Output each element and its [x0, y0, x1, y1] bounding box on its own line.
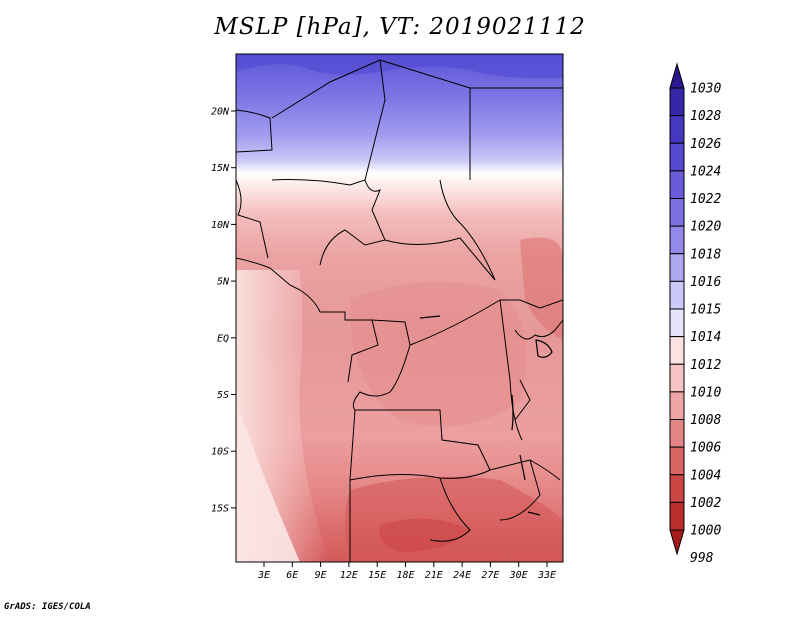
- colorbar-label: 1020: [690, 220, 721, 235]
- colorbar-label: 1028: [690, 109, 721, 124]
- colorbar-label: 1008: [690, 413, 721, 428]
- lat-tick-label: 15N: [211, 163, 230, 174]
- lon-tick-label: 18E: [396, 570, 414, 581]
- colorbar-swatch: [669, 115, 685, 144]
- lat-tick-label: 10S: [211, 447, 229, 458]
- lon-tick-label: 30E: [509, 570, 528, 581]
- ocean-pale-edge: [236, 400, 300, 562]
- colorbar-label: 998: [690, 551, 714, 566]
- colorbar-label: 1010: [690, 385, 721, 400]
- country-borders: [236, 59, 563, 562]
- colorbar-label: 1022: [690, 192, 721, 207]
- colorbar-bottom-arrow: [669, 529, 685, 556]
- lon-tick-label: 6E: [286, 570, 298, 581]
- lon-tick-label: 27E: [481, 570, 499, 581]
- colorbar-swatch: [669, 87, 685, 117]
- lat-tick-label: 10N: [211, 220, 230, 231]
- colorbar-label: 1026: [690, 137, 721, 152]
- colorbar-swatch: [669, 280, 685, 310]
- central-basin-low: [350, 282, 527, 427]
- colorbar-swatch: [669, 308, 685, 338]
- colorbar-label: 1014: [690, 330, 721, 345]
- lon-tick-label: 3E: [257, 570, 270, 581]
- lat-tick-label: 15S: [211, 503, 229, 514]
- colorbar-swatch: [669, 253, 685, 282]
- colorbar-swatch: [669, 198, 685, 227]
- colorbar-label: 1000: [690, 524, 721, 539]
- lat-tick-label: EQ: [217, 333, 229, 344]
- map-frame: [235, 53, 564, 563]
- colorbar-label: 1012: [690, 358, 721, 373]
- lon-tick-label: 12E: [340, 570, 358, 581]
- map-title: MSLP [hPa], VT: 2019021112: [214, 14, 586, 40]
- footer-credit: GrADS: IGES/COLA: [4, 602, 91, 612]
- lat-tick-label: 5N: [217, 277, 230, 288]
- colorbar-label: 1015: [690, 303, 721, 318]
- colorbar-swatch: [669, 363, 685, 393]
- colorbar-label: 1016: [690, 275, 721, 290]
- latitude-axis: 20N 15N 10N 5N EQ 5S 10S 15S: [211, 107, 236, 514]
- colorbar-swatch: [669, 170, 685, 199]
- lat-tick-label: 5S: [217, 390, 229, 401]
- colorbar-label: 1002: [690, 496, 721, 511]
- colorbar-swatch: [669, 501, 685, 531]
- lon-tick-label: 24E: [453, 570, 471, 581]
- colorbar-swatch: [669, 446, 685, 476]
- colorbar-swatch: [669, 336, 685, 365]
- colorbar-label: 1006: [690, 441, 721, 456]
- colorbar-swatch: [669, 225, 685, 255]
- colorbar-swatch: [669, 419, 685, 448]
- map-area: [235, 53, 564, 563]
- colorbar-swatch: [669, 142, 685, 172]
- southern-thermal-core: [379, 518, 470, 552]
- colorbar-swatch: [669, 391, 685, 420]
- colorbar-label: 1004: [690, 468, 721, 483]
- lakes: [419, 315, 553, 516]
- lon-tick-label: 21E: [425, 570, 443, 581]
- colorbar-label: 1030: [690, 82, 721, 97]
- lon-tick-label: 9E: [315, 570, 327, 581]
- colorbar-swatch: [669, 474, 685, 503]
- lat-tick-label: 20N: [211, 107, 230, 118]
- lon-tick-label: 15E: [368, 570, 386, 581]
- lon-tick-label: 33E: [537, 570, 556, 581]
- colorbar-label: 1018: [690, 247, 721, 262]
- east-africa-low: [520, 237, 563, 340]
- colorbar-top-arrow: [669, 62, 685, 89]
- colorbar: 1030 1028 1026 1024 1022 1020 1018 1016 1015 1014…: [669, 62, 721, 566]
- longitude-axis: 3E 6E 9E 12E 15E 18E 21E 24E 27E 30E 33E: [257, 562, 556, 581]
- colorbar-label: 1024: [690, 164, 721, 179]
